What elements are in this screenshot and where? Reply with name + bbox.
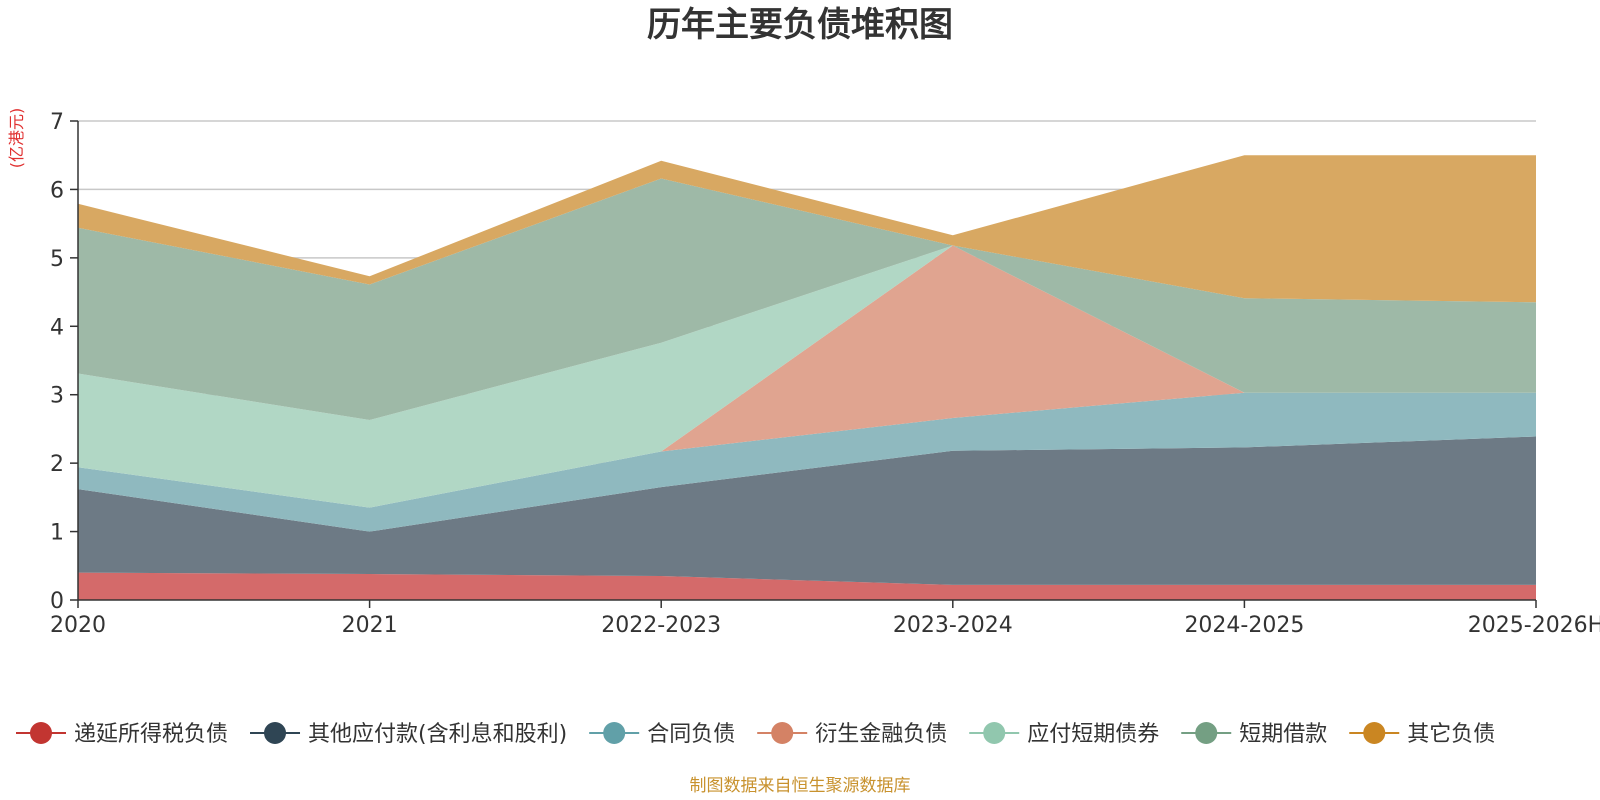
legend-item-3[interactable]: 衍生金融负债 (757, 722, 947, 747)
legend-item-6[interactable]: 其它负债 (1349, 722, 1495, 747)
area-series-1 (78, 436, 1536, 585)
y-tick-label-2: 2 (50, 452, 64, 477)
legend-marker-6 (1363, 722, 1386, 744)
legend-item-2[interactable]: 合同负债 (589, 722, 735, 747)
y-tick-label-3: 3 (50, 384, 64, 409)
x-tick-label-2: 2022-2023 (601, 613, 721, 638)
legend-item-4[interactable]: 应付短期债券 (969, 722, 1159, 747)
x-tick-label-0: 2020 (50, 613, 106, 638)
axes (77, 121, 1536, 601)
area-series-4 (78, 245, 1536, 508)
area-series-0 (78, 572, 1536, 600)
y-axis-unit-label: (亿港元) (7, 108, 26, 169)
chart-title: 历年主要负债堆积图 (647, 5, 953, 45)
legend-item-5[interactable]: 短期借款 (1181, 722, 1327, 747)
legend-label-6: 其它负债 (1407, 722, 1495, 747)
area-series-6 (78, 155, 1536, 303)
area-series-3 (78, 245, 1536, 508)
area-series (78, 155, 1536, 600)
data-source-note: 制图数据来自恒生聚源数据库 (690, 776, 911, 796)
y-tick-label-7: 7 (50, 110, 64, 135)
legend-marker-3 (771, 722, 794, 744)
legend-item-1[interactable]: 其他应付款(含利息和股利) (250, 722, 567, 747)
legend-label-2: 合同负债 (647, 722, 735, 747)
legend-marker-0 (30, 722, 52, 744)
y-tick-label-4: 4 (50, 315, 64, 340)
y-axis-ticks: 0 1 2 3 4 5 6 7 (50, 110, 78, 614)
legend-marker-2 (603, 722, 626, 744)
x-tick-label-4: 2024-2025 (1184, 613, 1304, 638)
legend-item-0[interactable]: 递延所得税负债 (16, 722, 228, 747)
legend-label-3: 衍生金融负债 (815, 722, 947, 747)
x-tick-label-3: 2023-2024 (893, 613, 1013, 638)
legend: 递延所得税负债 其他应付款(含利息和股利) 合同负债 衍生金融负债 应付短期债券 短期借款… (16, 722, 1495, 747)
legend-label-0: 递延所得税负债 (74, 722, 228, 747)
legend-marker-5 (1195, 722, 1218, 744)
y-tick-label-0: 0 (50, 589, 64, 614)
area-series-2 (78, 392, 1536, 532)
legend-marker-4 (983, 722, 1006, 744)
y-tick-label-1: 1 (50, 521, 64, 546)
legend-marker-1 (264, 722, 287, 744)
y-tick-label-6: 6 (50, 178, 64, 203)
y-tick-label-5: 5 (50, 247, 64, 272)
area-series-5 (78, 178, 1536, 420)
x-tick-label-5: 2025-2026H (1468, 613, 1600, 638)
legend-label-4: 应付短期债券 (1027, 722, 1159, 747)
legend-label-1: 其他应付款(含利息和股利) (308, 722, 567, 747)
legend-label-5: 短期借款 (1239, 722, 1327, 747)
x-axis-ticks: 2020 2021 2022-2023 2023-2024 2024-2025 2025-… (50, 600, 1600, 638)
x-tick-label-1: 2021 (342, 613, 398, 638)
